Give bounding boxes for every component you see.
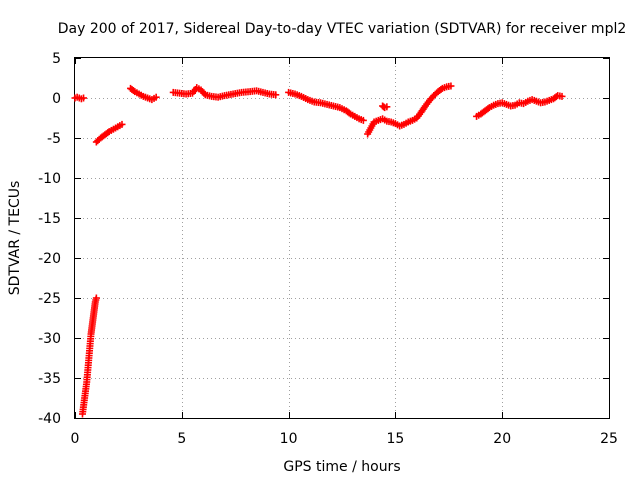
data-point xyxy=(129,87,137,95)
y-tick-label: -15 xyxy=(38,211,61,227)
data-point xyxy=(80,94,88,102)
data-point xyxy=(92,294,100,302)
x-tick-label: 5 xyxy=(177,431,186,447)
grid-lines xyxy=(75,58,609,418)
y-tick-label: -25 xyxy=(38,291,61,307)
x-tick-label: 20 xyxy=(493,431,511,447)
data-point xyxy=(484,105,492,113)
data-points xyxy=(71,82,566,418)
y-tick-label: 0 xyxy=(52,91,61,107)
data-point xyxy=(447,82,455,90)
y-tick-label: -35 xyxy=(38,371,61,387)
x-axis-label: GPS time / hours xyxy=(283,459,400,475)
x-tick-label: 10 xyxy=(280,431,298,447)
x-tick-label: 0 xyxy=(71,431,80,447)
data-point xyxy=(558,92,566,100)
x-tick-label: 15 xyxy=(386,431,404,447)
data-point xyxy=(359,116,367,124)
chart-title: Day 200 of 2017, Sidereal Day-to-day VTE… xyxy=(58,21,627,37)
tick-labels: 0 5 10 15 20 25 5 0 -5 -10 -15 -20 -25 -30 -35 -40 xyxy=(38,51,618,447)
x-tick-label: 25 xyxy=(600,431,618,447)
y-tick-label: -5 xyxy=(47,131,61,147)
data-point xyxy=(437,85,445,93)
y-tick-label: -40 xyxy=(38,411,61,427)
y-tick-label: -10 xyxy=(38,171,61,187)
data-point xyxy=(118,120,126,128)
data-point xyxy=(152,93,160,101)
axis-ticks xyxy=(75,58,610,419)
y-tick-label: -20 xyxy=(38,251,61,267)
data-point xyxy=(272,91,280,99)
plot-frame xyxy=(74,57,610,419)
data-point xyxy=(104,129,112,137)
data-point xyxy=(345,109,353,117)
y-tick-label: 5 xyxy=(52,51,61,67)
y-axis-label: SDTVAR / TECUs xyxy=(7,181,23,296)
data-point xyxy=(383,103,391,111)
y-tick-label: -30 xyxy=(38,331,61,347)
